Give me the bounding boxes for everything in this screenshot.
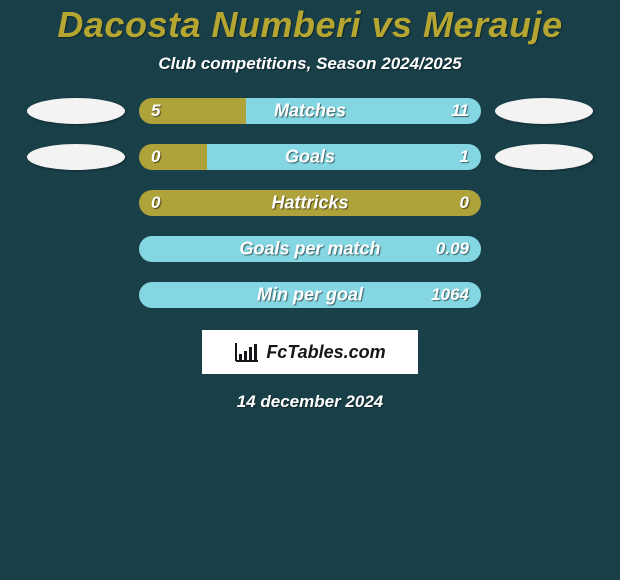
team-logo-right [495,144,593,170]
stat-value-right: 0.09 [436,239,469,259]
stat-value-left: 0 [151,193,160,213]
stat-label: Goals per match [139,239,481,260]
stat-row: Goals0 1 [10,144,610,170]
page-title: Dacosta Numberi vs Merauje [0,4,620,46]
stat-label: Matches [139,101,481,122]
stat-row: Matches5 11 [10,98,610,124]
stat-rows: Matches511Goals01Hattricks00Goals per ma… [0,98,620,308]
brand-box: FcTables.com [202,330,418,374]
stat-bar: Min per goal1064 [139,282,481,308]
stat-value-left: 0 [151,147,160,167]
stat-label: Goals [139,147,481,168]
stat-value-right: 1064 [431,285,469,305]
team-logo-left [27,98,125,124]
stat-row: Goals per match0.09 [10,236,610,262]
stat-label: Min per goal [139,285,481,306]
stat-value-right: 11 [451,101,469,121]
stat-value-right: 0 [460,193,469,213]
stat-value-left: 5 [151,101,160,121]
team-logo-left [27,144,125,170]
subtitle: Club competitions, Season 2024/2025 [0,54,620,74]
comparison-infographic: Dacosta Numberi vs Merauje Club competit… [0,0,620,580]
date-text: 14 december 2024 [0,392,620,412]
stat-label: Hattricks [139,193,481,214]
team-logo-right [495,98,593,124]
stat-bar: Goals0 1 [139,144,481,170]
stat-row: Min per goal1064 [10,282,610,308]
stat-bar: Hattricks0 0 [139,190,481,216]
stat-bar: Matches5 11 [139,98,481,124]
stat-value-right: 1 [460,147,469,167]
stat-row: Hattricks0 0 [10,190,610,216]
stat-bar: Goals per match0.09 [139,236,481,262]
brand-text: FcTables.com [266,342,385,363]
bar-chart-icon [234,341,260,363]
